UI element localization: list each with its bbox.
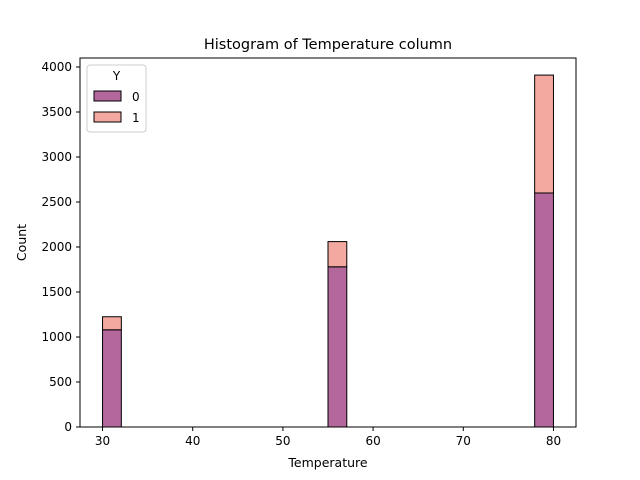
x-tick-label: 40 (185, 434, 200, 448)
legend-swatch-1 (93, 111, 122, 123)
bar-series-0-bin-0 (102, 329, 122, 428)
x-tick-label: 80 (546, 434, 561, 448)
chart-title: Histogram of Temperature column (204, 37, 452, 53)
bar-series-0-bin-2 (534, 192, 554, 428)
bar-series-0-bin-1 (327, 266, 348, 428)
x-tick-label: 60 (365, 434, 380, 448)
y-axis-label: Count (14, 224, 29, 261)
y-tick-label: 0 (64, 420, 72, 434)
y-tick-label: 500 (49, 375, 72, 389)
bar-series-1-bin-1 (327, 241, 348, 268)
y-axis: 0 500 1000 1500 2000 2500 3000 3500 4000 (41, 60, 80, 434)
plot-layer (102, 74, 554, 428)
y-tick-label: 2500 (41, 195, 72, 209)
y-tick-label: 3500 (41, 105, 72, 119)
y-tick-label: 2000 (41, 240, 72, 254)
legend: Y0 1 (86, 64, 147, 133)
x-axis-label: Temperature (287, 455, 367, 470)
bar-series-1-bin-0 (102, 316, 122, 331)
bar-series-1-bin-2 (534, 74, 554, 194)
legend-title: Y (112, 69, 121, 83)
y-tick-label: 3000 (41, 150, 72, 164)
plot-frame (79, 57, 577, 428)
y-tick-label: 1000 (41, 330, 72, 344)
x-tick-label: 70 (456, 434, 471, 448)
x-axis: 30 40 50 60 70 80 (95, 427, 561, 448)
y-tick-label: 1500 (41, 285, 72, 299)
y-tick-label: 4000 (41, 60, 72, 74)
x-tick-label: 30 (95, 434, 110, 448)
legend-label-1: 1 (132, 111, 140, 125)
x-tick-label: 50 (275, 434, 290, 448)
legend-swatch-0 (93, 90, 122, 102)
legend-label-0: 0 (132, 90, 140, 104)
